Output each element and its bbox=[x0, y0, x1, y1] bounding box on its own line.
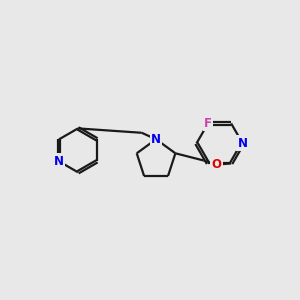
Text: N: N bbox=[151, 133, 161, 146]
Text: O: O bbox=[212, 158, 222, 171]
Text: N: N bbox=[238, 137, 248, 150]
Text: F: F bbox=[204, 117, 212, 130]
Text: N: N bbox=[54, 155, 64, 168]
